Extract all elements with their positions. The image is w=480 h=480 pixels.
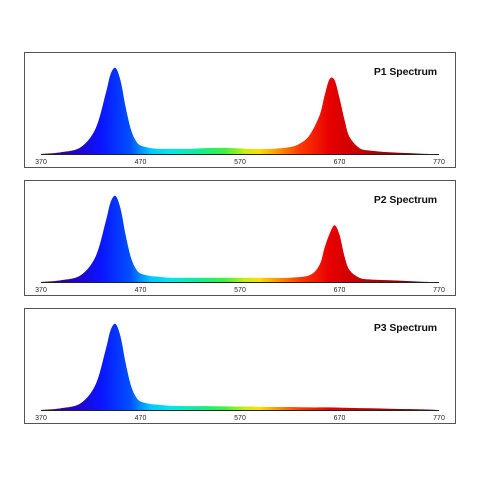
x-tick-label: 470: [135, 415, 147, 422]
chart-panel-p3: 370 470 570 670 770 P3 Spectrum: [24, 308, 456, 424]
x-tick-label: 370: [35, 415, 47, 422]
x-tick-label: 370: [35, 287, 47, 294]
x-tick-label: 770: [433, 287, 445, 294]
x-tick-label: 470: [135, 287, 147, 294]
x-tick-label: 570: [234, 415, 246, 422]
x-tick-label: 670: [334, 415, 346, 422]
chart-title: P1 Spectrum: [373, 66, 437, 78]
spectrum-chart-p1: 370 470 570 670 770: [35, 67, 445, 166]
x-tick-label: 570: [234, 159, 246, 166]
x-tick-label: 670: [334, 159, 346, 166]
spectrum-chart-p3: 370 470 570 670 770: [35, 323, 445, 422]
chart-title: P3 Spectrum: [373, 322, 437, 334]
spectrum-area-series-0: [41, 323, 439, 410]
spectrum-chart-p2: 370 470 570 670 770: [35, 195, 445, 294]
spectrum-area-series-0: [41, 67, 439, 154]
x-tick-label: 470: [135, 159, 147, 166]
x-tick-label: 370: [35, 159, 47, 166]
chart-panel-p2: 370 470 570 670 770 P2 Spectrum: [24, 180, 456, 296]
x-tick-label: 770: [433, 415, 445, 422]
spectrum-area-series-0: [41, 195, 439, 282]
chart-panel-p1: 370 470 570 670 770 P1 Spectrum: [24, 52, 456, 168]
x-tick-label: 570: [234, 287, 246, 294]
chart-title: P2 Spectrum: [373, 194, 437, 206]
x-tick-label: 770: [433, 159, 445, 166]
x-tick-label: 670: [334, 287, 346, 294]
